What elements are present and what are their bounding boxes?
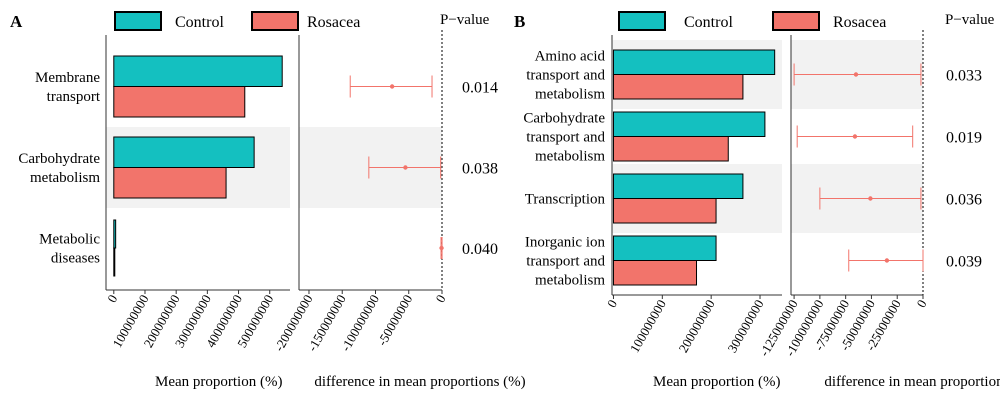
- bar-rosacea: [612, 260, 698, 286]
- bar-rosacea: [612, 198, 717, 224]
- diff-axis-tick-label: 0: [913, 297, 929, 310]
- estimate-point: [403, 165, 408, 170]
- estimate-point: [852, 134, 858, 139]
- category-label: Carbohydrate: [18, 151, 100, 167]
- category-label: Amino acid: [535, 49, 606, 65]
- diff-axis-title: difference in mean proportions (%): [314, 374, 525, 390]
- p-value-header: P−value: [440, 12, 490, 28]
- legend-swatch-rosacea: [251, 11, 299, 31]
- bar-control: [113, 55, 283, 87]
- bar-control: [113, 219, 117, 249]
- legend-swatch-control: [618, 11, 666, 31]
- bar-rosacea: [113, 247, 116, 277]
- bar-control: [612, 111, 766, 137]
- p-value: 0.019: [946, 130, 982, 147]
- category-label: Membrane: [35, 70, 100, 86]
- p-value-header: P−value: [945, 12, 995, 28]
- category-label: metabolism: [535, 149, 605, 165]
- bar-axis-tick-label: 100000000: [627, 297, 669, 355]
- category-label: Carbohydrate: [523, 111, 605, 127]
- bar-rosacea: [612, 136, 729, 162]
- legend-label-rosacea: Rosacea: [307, 14, 360, 31]
- category-label: Metabolic: [39, 232, 100, 248]
- bar-rosacea: [113, 86, 246, 118]
- estimate-point: [868, 196, 873, 201]
- bar-axis-tick-label: 0: [604, 297, 620, 310]
- panel-label: A: [10, 12, 23, 31]
- estimate-point: [884, 258, 890, 263]
- legend-label-control: Control: [684, 14, 733, 31]
- diff-axis-title: difference in mean proportions (%): [824, 374, 1000, 390]
- diff-axis-tick-label: 0: [432, 292, 448, 305]
- panel-label: B: [514, 12, 525, 31]
- legend-swatch-control: [114, 11, 162, 31]
- legend-label-control: Control: [175, 14, 224, 31]
- category-label: metabolism: [535, 273, 605, 289]
- bar-control: [612, 173, 744, 199]
- category-label: Inorganic ion: [525, 235, 606, 251]
- category-label: transport and: [526, 68, 605, 84]
- estimate-point: [389, 84, 395, 89]
- category-label: transport and: [526, 130, 605, 146]
- p-value: 0.036: [946, 192, 982, 209]
- p-value: 0.039: [946, 254, 982, 271]
- bar-rosacea: [113, 167, 227, 199]
- bar-axis-title: Mean proportion (%): [653, 374, 780, 390]
- legend-label-rosacea: Rosacea: [833, 14, 886, 31]
- p-value: 0.014: [462, 80, 498, 97]
- bar-control: [113, 136, 255, 168]
- category-label: metabolism: [535, 87, 605, 103]
- bar-rosacea: [612, 74, 744, 100]
- bar-control: [612, 49, 776, 75]
- category-label: transport: [47, 89, 101, 105]
- category-label: diseases: [51, 251, 100, 267]
- estimate-point: [439, 245, 444, 251]
- p-value: 0.038: [462, 161, 498, 178]
- legend-swatch-rosacea: [772, 11, 820, 31]
- bar-axis-tick-label: 200000000: [676, 297, 718, 355]
- category-label: transport and: [526, 254, 605, 270]
- estimate-point: [853, 72, 859, 77]
- bar-axis-title: Mean proportion (%): [155, 374, 282, 390]
- bar-control: [612, 235, 717, 261]
- bar-axis-tick-label: 0: [104, 292, 120, 305]
- category-label: metabolism: [30, 170, 100, 186]
- p-value: 0.040: [462, 241, 498, 258]
- category-label: Transcription: [525, 192, 606, 208]
- p-value: 0.033: [946, 68, 982, 85]
